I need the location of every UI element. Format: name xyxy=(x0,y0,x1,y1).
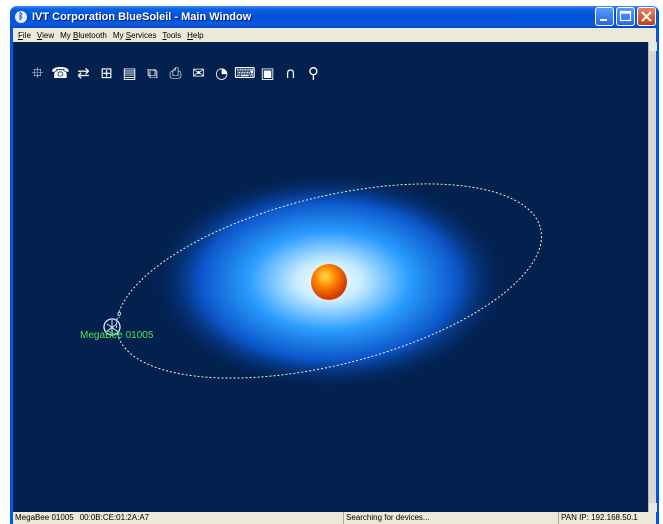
status-device: MegaBee 01005 00:0B:CE:01:2A:A7 xyxy=(13,512,343,524)
menu-bar: File View My Bluetooth My Services Tools… xyxy=(13,28,656,42)
status-ip: PAN IP: 192.168.50.1 xyxy=(558,512,656,524)
menu-my-services-accel: S xyxy=(125,30,132,40)
minimize-button[interactable] xyxy=(595,7,614,26)
menu-view[interactable]: View xyxy=(34,31,57,40)
lan-access-icon[interactable]: ⊞ xyxy=(100,64,113,82)
device-map: ? xyxy=(103,171,542,391)
sync-icon[interactable]: ⧉ xyxy=(147,64,158,82)
menu-tools-accel: T xyxy=(162,30,167,40)
minimize-icon xyxy=(600,19,607,21)
device-label[interactable]: MegaBee 01005 xyxy=(80,330,154,341)
menu-view-rest: iew xyxy=(42,30,55,40)
mouse-icon[interactable]: ◔ xyxy=(214,64,229,82)
search-orbit xyxy=(116,183,542,379)
dialup-service-icon[interactable]: ☎ xyxy=(51,64,70,82)
close-button[interactable] xyxy=(637,7,656,26)
menu-tools[interactable]: Tools xyxy=(159,31,184,40)
status-bar: MegaBee 01005 00:0B:CE:01:2A:A7 Searching… xyxy=(13,512,656,524)
menu-help[interactable]: Help xyxy=(184,31,206,40)
main-window: ᛒ IVT Corporation BlueSoleil - Main Wind… xyxy=(10,6,659,524)
menu-view-accel: V xyxy=(36,30,43,40)
camera-icon[interactable]: ▣ xyxy=(260,64,275,82)
local-device-sun[interactable] xyxy=(311,264,347,300)
menu-file-rest: ile xyxy=(22,30,31,40)
network-service-icon[interactable]: ⯐ xyxy=(31,64,44,82)
keyboard-icon[interactable]: ⌨ xyxy=(234,64,256,82)
menu-file[interactable]: File xyxy=(15,31,34,40)
window-title: IVT Corporation BlueSoleil - Main Window xyxy=(32,11,252,23)
printer-icon[interactable]: ⎙ xyxy=(169,64,182,82)
fax-icon[interactable]: ✉ xyxy=(192,64,205,82)
menu-my-services-prefix: My xyxy=(112,30,126,40)
maximize-icon xyxy=(619,10,632,22)
headset-icon[interactable]: ∩ xyxy=(285,64,296,82)
service-toolbar: ⯐ ☎ ⇄ ⊞ ▤ ⧉ ⎙ ✉ ◔ ⌨ ▣ ∩ ⚲ xyxy=(27,62,324,84)
window-controls xyxy=(595,7,656,26)
scroll-down-button[interactable] xyxy=(649,503,657,512)
menu-file-accel: F xyxy=(18,30,23,40)
file-transfer-icon[interactable]: ⇄ xyxy=(77,64,90,82)
menu-my-bluetooth-rest: luetooth xyxy=(78,30,107,40)
menu-tools-rest: ools xyxy=(166,30,182,40)
menu-help-accel: H xyxy=(187,30,193,40)
status-device-name: MegaBee 01005 xyxy=(15,513,74,522)
menu-help-rest: elp xyxy=(192,30,204,40)
unknown-badge: ? xyxy=(117,311,122,320)
search-device-icon[interactable]: ⚲ xyxy=(308,64,319,82)
menu-my-bluetooth[interactable]: My Bluetooth xyxy=(57,31,110,40)
status-device-address: 00:0B:CE:01:2A:A7 xyxy=(79,513,150,522)
status-message: Searching for devices... xyxy=(343,512,558,524)
scroll-up-button[interactable] xyxy=(649,42,657,51)
menu-my-bluetooth-prefix: My xyxy=(60,30,74,40)
vertical-scrollbar[interactable] xyxy=(648,42,657,512)
close-icon xyxy=(641,11,652,22)
title-bar[interactable]: ᛒ IVT Corporation BlueSoleil - Main Wind… xyxy=(10,6,659,28)
bluetooth-icon: ᛒ xyxy=(15,11,27,23)
maximize-button[interactable] xyxy=(616,7,635,26)
menu-my-bluetooth-accel: B xyxy=(73,30,79,40)
main-view: ? ⯐ ☎ ⇄ ⊞ ▤ ⧉ ⎙ ✉ ◔ ⌨ ▣ ∩ ⚲ MegaBee 0100… xyxy=(13,42,657,512)
object-push-icon[interactable]: ▤ xyxy=(122,64,137,82)
menu-my-services-rest: ervices xyxy=(131,30,157,40)
menu-my-services[interactable]: My Services xyxy=(110,31,160,40)
unknown-device-icon[interactable]: ? xyxy=(103,311,122,336)
